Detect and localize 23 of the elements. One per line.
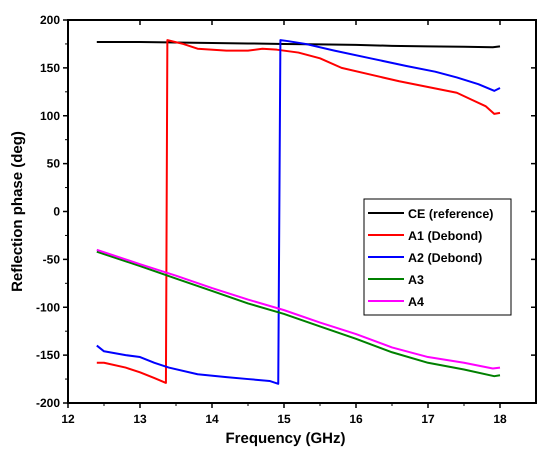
y-tick-label: 50 (46, 156, 60, 171)
y-tick-label: -50 (42, 252, 60, 266)
y-tick-label: -150 (36, 348, 60, 362)
legend-label: A4 (408, 295, 424, 309)
legend-label: CE (reference) (408, 207, 494, 221)
x-tick-label: 12 (61, 412, 75, 426)
legend-label: A3 (408, 273, 424, 287)
legend-label: A1 (Debond) (408, 229, 482, 243)
legend-label: A2 (Debond) (408, 251, 482, 265)
y-tick-label: 0 (53, 204, 60, 218)
x-tick-label: 18 (493, 412, 507, 426)
y-tick-label: 150 (40, 60, 60, 75)
y-tick-label: 100 (40, 108, 60, 123)
y-tick-label: 200 (40, 13, 60, 27)
y-tick-label: -200 (36, 396, 60, 410)
x-tick-label: 16 (349, 412, 363, 426)
x-tick-label: 14 (205, 412, 219, 426)
x-axis-title: Frequency (GHz) (225, 430, 346, 447)
x-tick-label: 15 (277, 412, 291, 426)
y-axis-title: Reflection phase (deg) (9, 131, 26, 292)
y-tick-label: -100 (36, 300, 60, 314)
x-tick-label: 17 (421, 412, 435, 426)
x-tick-label: 13 (133, 412, 147, 426)
